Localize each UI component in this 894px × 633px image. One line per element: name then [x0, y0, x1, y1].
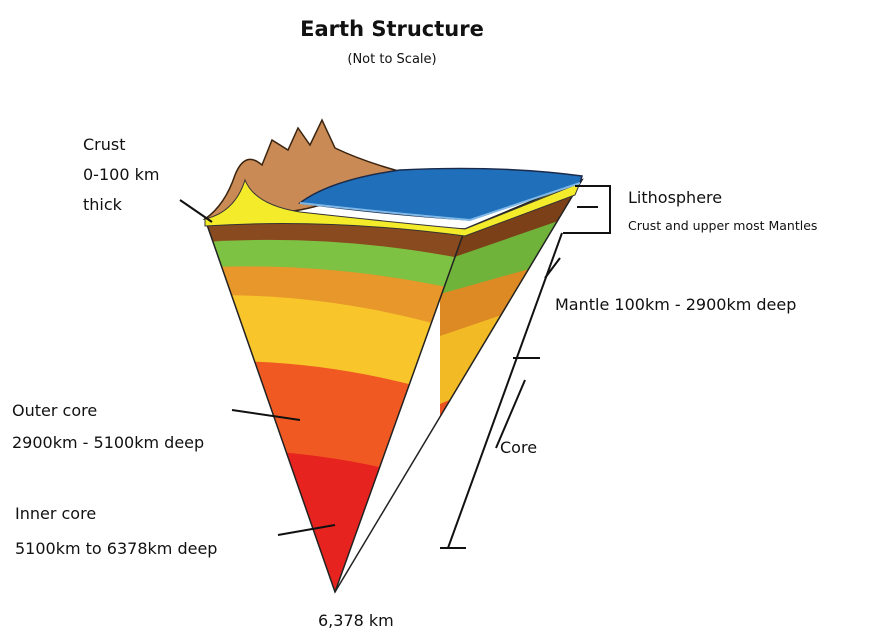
depth-label: 6,378 km	[318, 611, 394, 630]
crust-label: Crust	[83, 135, 126, 154]
crust-range: 0-100 km	[83, 165, 159, 184]
lithosphere-description: Crust and upper most Mantles	[628, 218, 817, 233]
title: Earth Structure	[300, 17, 484, 41]
core-label: Core	[500, 438, 537, 457]
earth-structure-diagram: Earth Structure (Not to Scale) Crust 0-1…	[0, 0, 894, 633]
subtitle: (Not to Scale)	[347, 52, 436, 67]
outer-core-range: 2900km - 5100km deep	[12, 433, 204, 452]
crust-pointer	[180, 200, 212, 222]
lithosphere-label: Lithosphere	[628, 188, 722, 207]
mantle-label: Mantle 100km - 2900km deep	[555, 295, 796, 314]
inner-core-range: 5100km to 6378km deep	[15, 539, 217, 558]
crust-thick: thick	[83, 195, 123, 214]
outer-core-label: Outer core	[12, 401, 97, 420]
inner-core-label: Inner core	[15, 504, 96, 523]
